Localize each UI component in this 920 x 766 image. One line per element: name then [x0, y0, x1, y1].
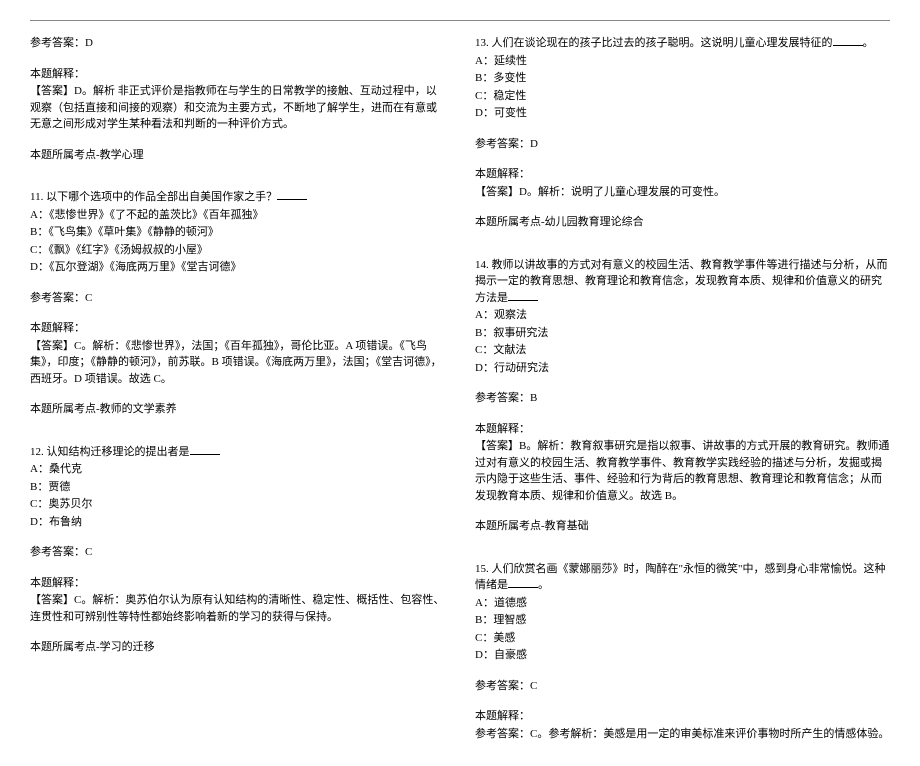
q15-option-c: C：美感 — [475, 630, 890, 647]
q12-option-d: D：布鲁纳 — [30, 514, 445, 531]
q12-explain-body: 【答案】C。解析：奥苏伯尔认为原有认知结构的清晰性、稳定性、概括性、包容性、连贯… — [30, 592, 445, 625]
q14-stem: 14. 教师以讲故事的方式对有意义的校园生活、教育教学事件等进行描述与分析，从而… — [475, 257, 890, 307]
q15-option-b: B：理智感 — [475, 612, 890, 629]
q12-option-a: A：桑代克 — [30, 461, 445, 478]
q14-topic-text: 本题所属考点-教育基础 — [475, 518, 890, 535]
q13-topic: 本题所属考点-幼儿园教育理论综合 — [475, 214, 890, 231]
q15-answer: 参考答案：C — [475, 678, 890, 695]
q14-answer: 参考答案：B — [475, 390, 890, 407]
q15-explain-title: 本题解释： — [475, 708, 890, 725]
q12-explain-title: 本题解释： — [30, 575, 445, 592]
q12-option-c: C：奥苏贝尔 — [30, 496, 445, 513]
q13-option-d: D：可变性 — [475, 105, 890, 122]
q14-option-c: C：文献法 — [475, 342, 890, 359]
q11-option-c: C：《飘》《红字》《汤姆叔叔的小屋》 — [30, 242, 445, 259]
q13-option-a: A：延续性 — [475, 53, 890, 70]
q13-option-b: B：多变性 — [475, 70, 890, 87]
q10-explain-block: 本题解释： 【答案】D。解析 非正式评价是指教师在与学生的日常教学的接触、互动过… — [30, 66, 445, 133]
q11-block: 11. 以下哪个选项中的作品全部出自美国作家之手？ A：《悲惨世界》《了不起的盖… — [30, 189, 445, 276]
blank-icon — [833, 35, 863, 46]
q12-answer-block: 参考答案：C — [30, 544, 445, 561]
q11-option-b: B：《飞鸟集》《草叶集》《静静的顿河》 — [30, 224, 445, 241]
q11-topic: 本题所属考点-教师的文学素养 — [30, 401, 445, 418]
q12-answer: 参考答案：C — [30, 544, 445, 561]
q13-stem: 13. 人们在谈论现在的孩子比过去的孩子聪明。这说明儿童心理发展特征的 。 — [475, 35, 890, 52]
q13-topic-text: 本题所属考点-幼儿园教育理论综合 — [475, 214, 890, 231]
q13-option-c: C：稳定性 — [475, 88, 890, 105]
q12-block: 12. 认知结构迁移理论的提出者是 A：桑代克 B：贾德 C：奥苏贝尔 D：布鲁… — [30, 444, 445, 531]
q11-answer: 参考答案：C — [30, 290, 445, 307]
q11-answer-block: 参考答案：C — [30, 290, 445, 307]
page-divider — [30, 20, 890, 21]
q11-stem: 11. 以下哪个选项中的作品全部出自美国作家之手？ — [30, 189, 445, 206]
q10-topic: 本题所属考点-教学心理 — [30, 147, 445, 164]
q10-answer-block: 参考答案：D — [30, 35, 445, 52]
q11-explain-body: 【答案】C。解析：《悲惨世界》，法国；《百年孤独》，哥伦比亚。A 项错误。《飞鸟… — [30, 338, 445, 388]
blank-icon — [508, 290, 538, 301]
q12-topic-text: 本题所属考点-学习的迁移 — [30, 639, 445, 656]
blank-icon — [190, 444, 220, 455]
q14-option-a: A：观察法 — [475, 307, 890, 324]
q11-option-d: D：《瓦尔登湖》《海底两万里》《堂吉诃德》 — [30, 259, 445, 276]
q15-option-a: A：道德感 — [475, 595, 890, 612]
q15-block: 15. 人们欣赏名画《蒙娜丽莎》时，陶醉在"永恒的微笑"中，感到身心非常愉悦。这… — [475, 561, 890, 664]
q12-explain-block: 本题解释： 【答案】C。解析：奥苏伯尔认为原有认知结构的清晰性、稳定性、概括性、… — [30, 575, 445, 626]
q11-explain-title: 本题解释： — [30, 320, 445, 337]
q10-explain-title: 本题解释： — [30, 66, 445, 83]
blank-icon — [508, 577, 538, 588]
q13-stem-text: 13. 人们在谈论现在的孩子比过去的孩子聪明。这说明儿童心理发展特征的 — [475, 37, 833, 49]
q13-answer: 参考答案：D — [475, 136, 890, 153]
q13-explain-title: 本题解释： — [475, 166, 890, 183]
q14-explain-block: 本题解释： 【答案】B。解析：教育叙事研究是指以叙事、讲故事的方式开展的教育研究… — [475, 421, 890, 505]
q15-stem: 15. 人们欣赏名画《蒙娜丽莎》时，陶醉在"永恒的微笑"中，感到身心非常愉悦。这… — [475, 561, 890, 594]
left-column: 参考答案：D 本题解释： 【答案】D。解析 非正式评价是指教师在与学生的日常教学… — [30, 35, 445, 756]
q14-option-d: D：行动研究法 — [475, 360, 890, 377]
q11-stem-text: 11. 以下哪个选项中的作品全部出自美国作家之手？ — [30, 191, 277, 203]
q11-explain-block: 本题解释： 【答案】C。解析：《悲惨世界》，法国；《百年孤独》，哥伦比亚。A 项… — [30, 320, 445, 387]
q12-stem: 12. 认知结构迁移理论的提出者是 — [30, 444, 445, 461]
q14-option-b: B：叙事研究法 — [475, 325, 890, 342]
q15-explain-body: 参考答案：C。参考解析：美感是用一定的审美标准来评价事物时所产生的情感体验。 — [475, 726, 890, 743]
q15-explain-block: 本题解释： 参考答案：C。参考解析：美感是用一定的审美标准来评价事物时所产生的情… — [475, 708, 890, 742]
q15-answer-block: 参考答案：C — [475, 678, 890, 695]
q10-explain-body: 【答案】D。解析 非正式评价是指教师在与学生的日常教学的接触、互动过程中，以观察… — [30, 83, 445, 133]
q10-topic-text: 本题所属考点-教学心理 — [30, 147, 445, 164]
q13-explain-block: 本题解释： 【答案】D。解析：说明了儿童心理发展的可变性。 — [475, 166, 890, 200]
q11-option-a: A：《悲惨世界》《了不起的盖茨比》《百年孤独》 — [30, 207, 445, 224]
q14-explain-title: 本题解释： — [475, 421, 890, 438]
q15-suffix: 。 — [538, 579, 549, 591]
blank-icon — [277, 189, 307, 200]
q10-answer: 参考答案：D — [30, 35, 445, 52]
q14-topic: 本题所属考点-教育基础 — [475, 518, 890, 535]
q14-explain-body: 【答案】B。解析：教育叙事研究是指以叙事、讲故事的方式开展的教育研究。教师通过对… — [475, 438, 890, 504]
q13-explain-body: 【答案】D。解析：说明了儿童心理发展的可变性。 — [475, 184, 890, 201]
right-column: 13. 人们在谈论现在的孩子比过去的孩子聪明。这说明儿童心理发展特征的。 A：延… — [475, 35, 890, 756]
q15-option-d: D：自豪感 — [475, 647, 890, 664]
q14-answer-block: 参考答案：B — [475, 390, 890, 407]
q14-block: 14. 教师以讲故事的方式对有意义的校园生活、教育教学事件等进行描述与分析，从而… — [475, 257, 890, 377]
q12-topic: 本题所属考点-学习的迁移 — [30, 639, 445, 656]
page-content: 参考答案：D 本题解释： 【答案】D。解析 非正式评价是指教师在与学生的日常教学… — [0, 0, 920, 766]
q12-stem-text: 12. 认知结构迁移理论的提出者是 — [30, 446, 190, 458]
q13-block: 13. 人们在谈论现在的孩子比过去的孩子聪明。这说明儿童心理发展特征的 。 A：延… — [475, 35, 890, 122]
q11-topic-text: 本题所属考点-教师的文学素养 — [30, 401, 445, 418]
q13-answer-block: 参考答案：D — [475, 136, 890, 153]
q13-suffix: 。 — [863, 37, 874, 49]
q12-option-b: B：贾德 — [30, 479, 445, 496]
